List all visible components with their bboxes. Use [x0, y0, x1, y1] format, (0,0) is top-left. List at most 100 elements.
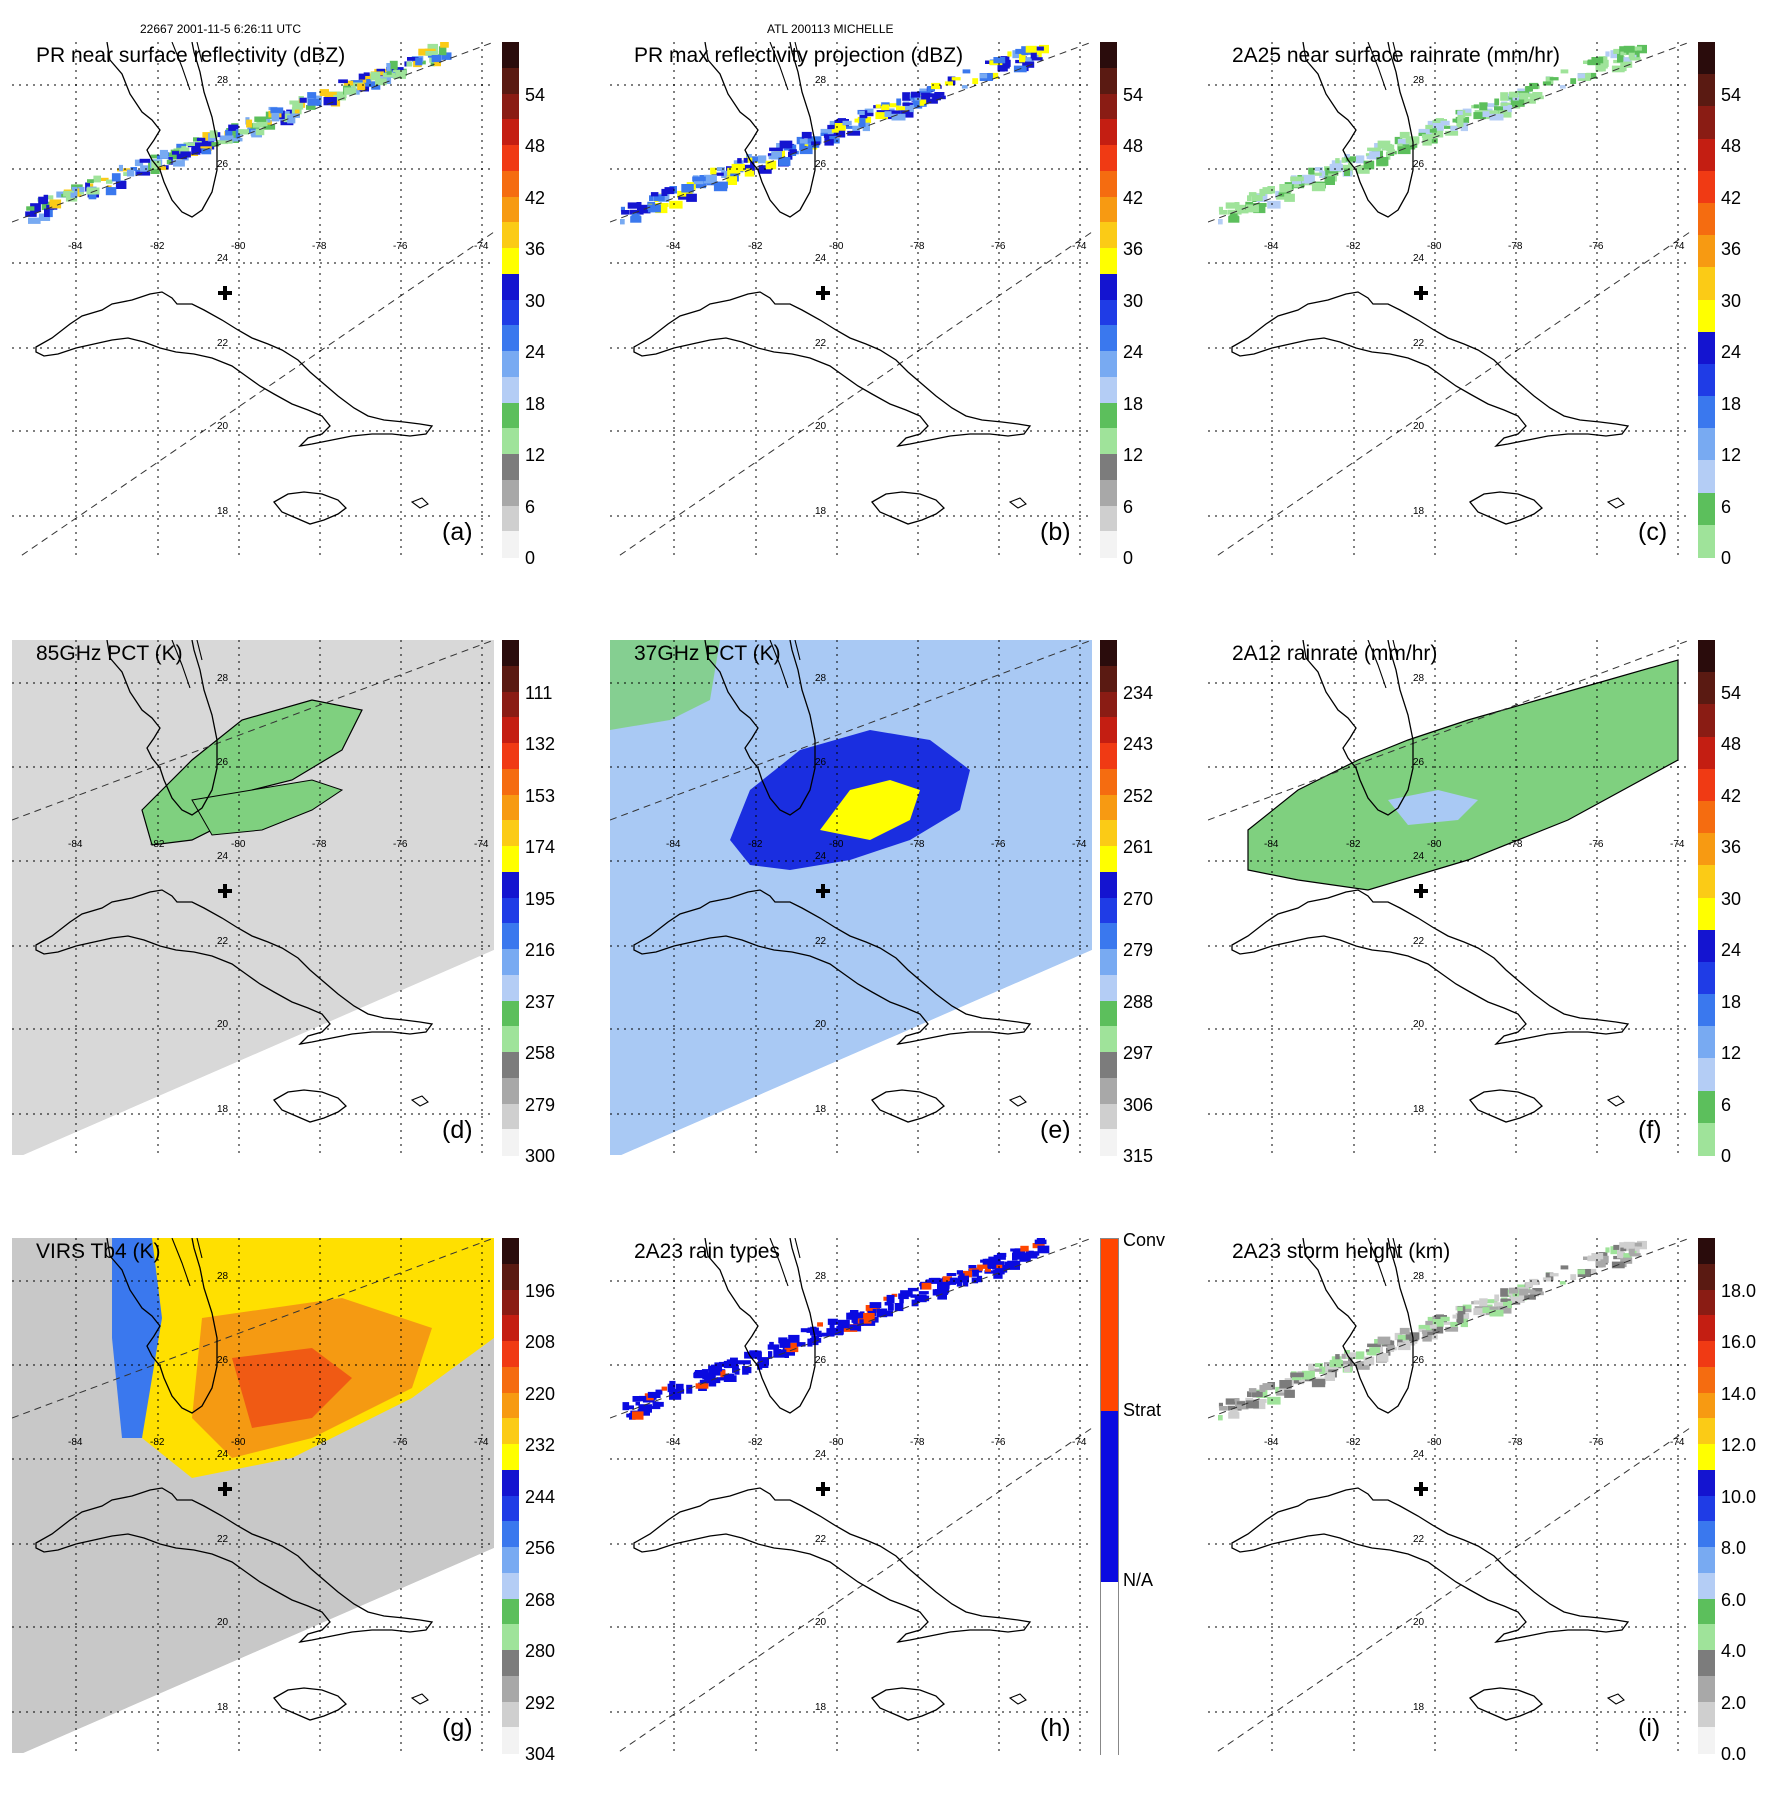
- colorbar-segment: [1698, 1547, 1715, 1574]
- panel-title: 2A23 rain types: [634, 1240, 780, 1263]
- colorbar-segment: [502, 1624, 519, 1651]
- colorbar-segment: [1100, 640, 1117, 667]
- colorbar-segment: [502, 170, 519, 198]
- panel-label: (h): [1040, 1714, 1071, 1742]
- colorbar-tick: 24: [525, 342, 546, 362]
- colorbar-segment: [1100, 1052, 1117, 1079]
- colorbar-tick: 12: [1721, 445, 1742, 465]
- coast-cuba: [633, 889, 1032, 1045]
- colorbar-segment: [1101, 1582, 1118, 1755]
- coast-florida: [106, 1238, 218, 1414]
- colorbar-segment: [1698, 235, 1715, 268]
- lon-label: -80: [231, 1437, 246, 1448]
- coast-cuba: [633, 1487, 1032, 1643]
- colorbar-tick: 0: [1721, 1146, 1732, 1166]
- storm-center-marker: [816, 286, 830, 300]
- colorbar-segment: [1698, 428, 1715, 462]
- coast-jamaica: [1469, 491, 1543, 525]
- colorbar-segment: [1698, 865, 1715, 899]
- lon-label: -78: [1508, 839, 1523, 850]
- lon-label: -84: [666, 1437, 681, 1448]
- lat-label: 18: [815, 1702, 827, 1713]
- lat-label: 20: [217, 1617, 229, 1628]
- panel-label: (f): [1638, 1116, 1662, 1144]
- colorbar-segment: [1101, 1239, 1118, 1412]
- colorbar-tick: 292: [525, 1692, 556, 1713]
- colorbar-segment: [1698, 1315, 1715, 1342]
- colorbar-segment: [502, 974, 519, 1002]
- colorbar-segment: [502, 325, 519, 352]
- colorbar-tick: 6.0: [1721, 1589, 1747, 1610]
- panel-f: -84 -82 -80 -78 -76 -74 28 26 24 22 20 18 2A12 rainr…: [1208, 640, 1748, 1200]
- colorbar-segment: [1698, 1289, 1715, 1316]
- colorbar-segment: [1100, 1077, 1117, 1105]
- lat-label: 24: [1413, 253, 1425, 264]
- colorbar-segment: [502, 428, 519, 455]
- coast-jamaica: [273, 491, 347, 525]
- coast-florida: [1302, 1238, 1414, 1414]
- colorbar-segment: [1100, 691, 1117, 718]
- colorbar-tick: 54: [1721, 84, 1742, 105]
- colorbar-segment: [1698, 1058, 1715, 1092]
- colorbar-tick: 48: [1721, 734, 1742, 754]
- coast-florida: [106, 42, 218, 218]
- colorbar-segment: [1100, 531, 1117, 558]
- colorbar-segment: [1698, 897, 1715, 931]
- colorbar-tick: 18.0: [1721, 1280, 1757, 1301]
- colorbar-segment: [1100, 949, 1117, 976]
- colorbar-segment: [1698, 1650, 1715, 1677]
- colorbar-tick: 6: [525, 496, 536, 517]
- colorbar-tick: N/A: [1123, 1569, 1154, 1590]
- lon-label: -78: [312, 1437, 327, 1448]
- colorbar-tick: 306: [1123, 1094, 1154, 1115]
- colorbar-segment: [1698, 138, 1715, 172]
- colorbar-segment: [1698, 1469, 1715, 1497]
- lon-label: -74: [1072, 839, 1087, 850]
- lat-label: 28: [1413, 1271, 1425, 1282]
- colorbar-segment: [502, 1103, 519, 1130]
- lon-label: -82: [150, 1437, 165, 1448]
- lon-label: -80: [231, 241, 246, 252]
- coast-cuba: [35, 291, 434, 447]
- map-g: [12, 1238, 494, 1753]
- colorbar-segment: [1698, 736, 1715, 770]
- colorbar-tick: 252: [1123, 785, 1154, 806]
- colorbar-tick: 195: [525, 888, 556, 909]
- colorbar-segment: [502, 1469, 519, 1497]
- coast-florida: [1302, 640, 1414, 816]
- lon-label: -74: [1072, 1437, 1087, 1448]
- colorbar-segment: [1698, 1026, 1715, 1060]
- colorbar: [502, 1238, 519, 1754]
- colorbar-segment: [1100, 479, 1117, 507]
- colorbar-tick: 297: [1123, 1043, 1154, 1063]
- lat-label: 26: [217, 757, 229, 768]
- panel-label: (g): [442, 1714, 473, 1742]
- lat-label: 20: [815, 421, 827, 432]
- lon-label: -84: [68, 839, 83, 850]
- colorbar-tick: 14.0: [1721, 1383, 1757, 1404]
- lon-label: -82: [150, 839, 165, 850]
- lon-label: -76: [991, 839, 1006, 850]
- colorbar-tick: 48: [1721, 136, 1742, 156]
- lat-label: 22: [815, 936, 827, 947]
- colorbar-tick: 12.0: [1721, 1435, 1757, 1455]
- colorbar-segment: [502, 949, 519, 976]
- colorbar-segment: [1698, 492, 1715, 526]
- colorbar-segment: [502, 1572, 519, 1600]
- colorbar-segment: [1698, 106, 1715, 140]
- colorbar-segment: [502, 454, 519, 481]
- lat-label: 26: [815, 159, 827, 170]
- lon-label: -78: [910, 1437, 925, 1448]
- panel-title: PR near surface reflectivity (dBZ): [36, 44, 346, 67]
- lat-label: 28: [815, 75, 827, 86]
- colorbar-segment: [1698, 396, 1715, 429]
- lon-label: -84: [68, 1437, 83, 1448]
- lat-label: 18: [1413, 1104, 1425, 1115]
- map-a: [12, 42, 494, 557]
- lon-label: -80: [1427, 1437, 1442, 1448]
- colorbar-segment: [1100, 93, 1117, 120]
- colorbar-segment: [502, 691, 519, 718]
- colorbar-segment: [502, 1000, 519, 1027]
- colorbar-tick: 300: [525, 1146, 556, 1166]
- colorbar-tick: 270: [1123, 888, 1154, 909]
